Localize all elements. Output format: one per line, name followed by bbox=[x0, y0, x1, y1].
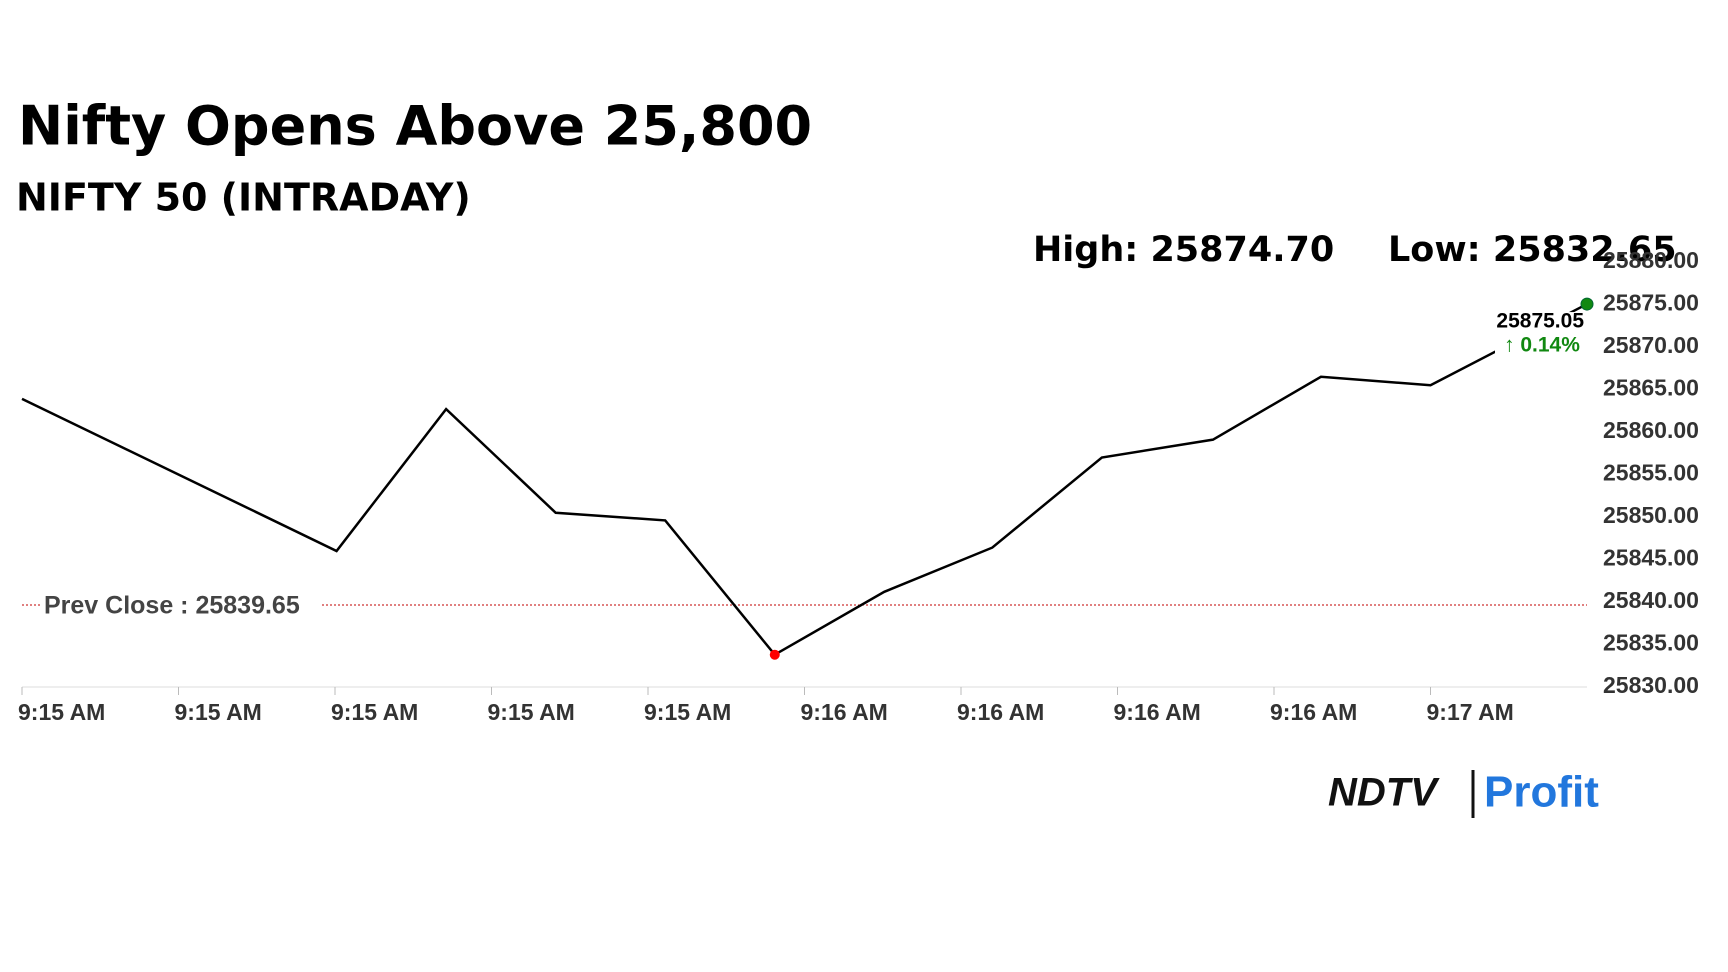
prev-close-bg bbox=[40, 588, 322, 621]
x-tick-label: 9:15 AM bbox=[18, 699, 105, 725]
x-tick-label: 9:16 AM bbox=[801, 699, 888, 725]
x-tick-label: 9:17 AM bbox=[1427, 699, 1514, 725]
last-label-bg bbox=[1495, 312, 1585, 363]
change-label: ↑ 0.14% bbox=[1504, 334, 1580, 357]
x-tick-label: 9:16 AM bbox=[1114, 699, 1201, 725]
high: High: 25874.70 bbox=[1033, 230, 1334, 270]
x-tick-label: 9:16 AM bbox=[957, 699, 1044, 725]
title: Nifty Opens Above 25,800 bbox=[18, 95, 812, 158]
y-tick-label: 25865.00 bbox=[1603, 375, 1699, 401]
y-tick-label: 25830.00 bbox=[1603, 672, 1699, 698]
last-point bbox=[1580, 297, 1594, 311]
low: Low: 25832.65 bbox=[1388, 230, 1677, 270]
prev-close-label: Prev Close : 25839.65 bbox=[44, 592, 300, 620]
x-tick-label: 9:15 AM bbox=[644, 699, 731, 725]
x-tick-label: 9:15 AM bbox=[175, 699, 262, 725]
y-tick-label: 25845.00 bbox=[1603, 545, 1699, 571]
y-tick-label: 25870.00 bbox=[1603, 332, 1699, 358]
logo-right: Profit bbox=[1484, 768, 1599, 817]
x-tick-label: 9:16 AM bbox=[1270, 699, 1357, 725]
y-tick-label: 25855.00 bbox=[1603, 460, 1699, 486]
y-tick-label: 25880.00 bbox=[1603, 247, 1699, 273]
y-tick-label: 25850.00 bbox=[1603, 502, 1699, 528]
y-tick-label: 25875.00 bbox=[1603, 290, 1699, 316]
x-tick-label: 9:15 AM bbox=[488, 699, 575, 725]
y-tick-label: 25840.00 bbox=[1603, 587, 1699, 613]
y-tick-label: 25835.00 bbox=[1603, 630, 1699, 656]
last-value-label: 25875.05 bbox=[1496, 310, 1584, 333]
subtitle: NIFTY 50 (INTRADAY) bbox=[16, 176, 471, 220]
x-tick-label: 9:15 AM bbox=[331, 699, 418, 725]
line bbox=[21, 302, 1588, 657]
logo-left: NDTV bbox=[1328, 771, 1440, 815]
low-point bbox=[769, 649, 780, 660]
y-tick-label: 25860.00 bbox=[1603, 417, 1699, 443]
